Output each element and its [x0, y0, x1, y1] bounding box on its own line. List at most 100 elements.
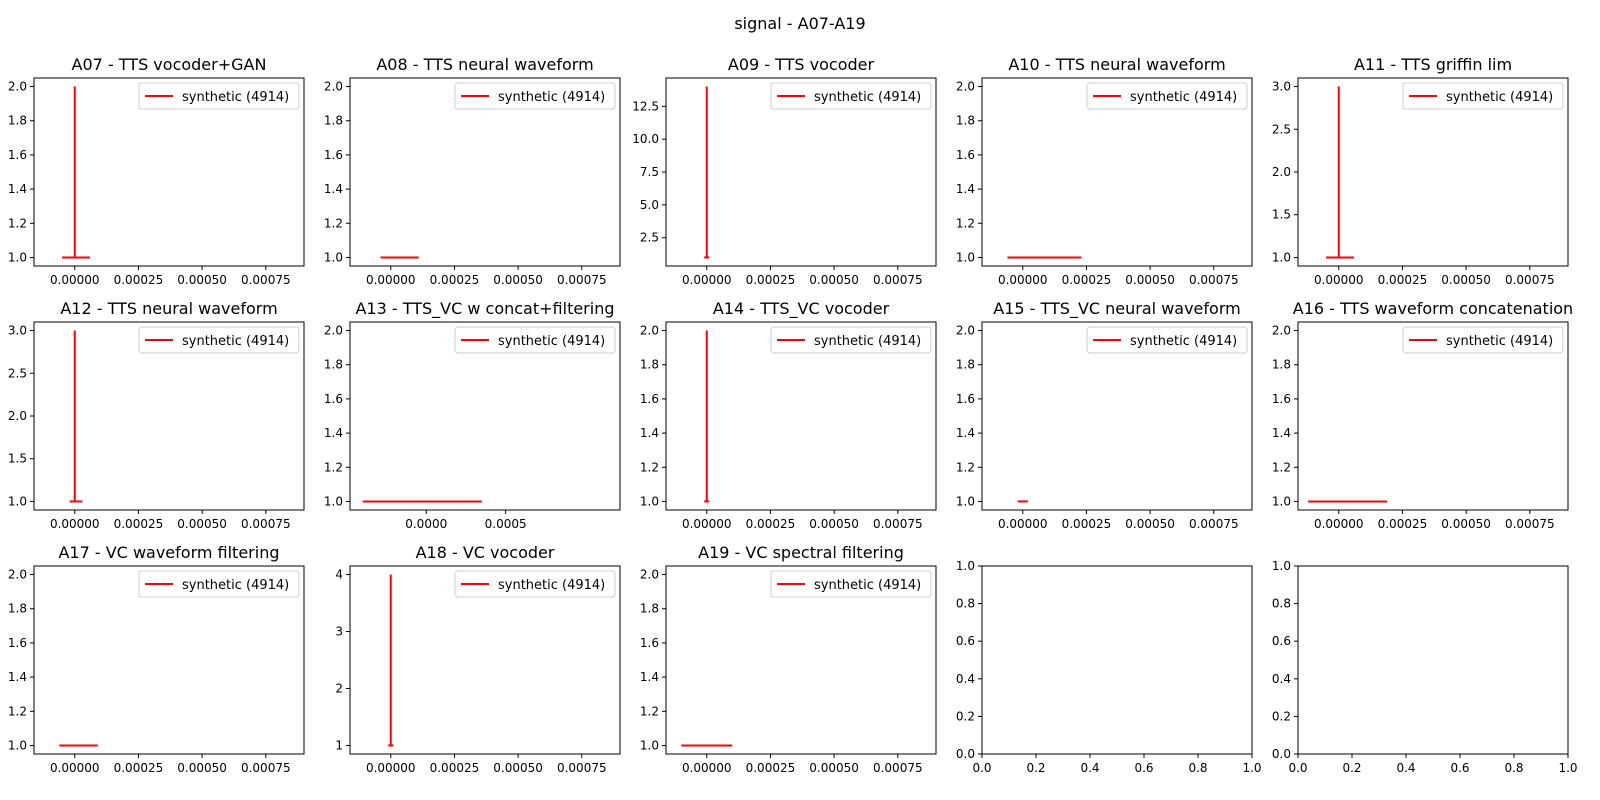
x-tick-label: 0.4 — [1396, 761, 1415, 775]
legend-label: synthetic (4914) — [498, 578, 605, 593]
subplot-10: A16 - TTS waveform concatenation 0.00000 0… — [1272, 299, 1573, 531]
legend: synthetic (4914) — [454, 82, 616, 110]
y-tick-label: 1.4 — [324, 182, 343, 196]
subplot-grid: A07 - TTS vocoder+GAN 0.00000 0.00025 0.000… — [8, 55, 1578, 775]
x-tick-label: 0.00075 — [241, 517, 291, 531]
y-tick-label: 2.5 — [1272, 122, 1291, 136]
x-tick-label: 0.00025 — [746, 761, 796, 775]
y-tick-label: 0.6 — [956, 634, 975, 648]
subplot-title: A12 - TTS neural waveform — [60, 299, 277, 318]
y-tick-label: 1 — [335, 738, 343, 752]
y-tick-label: 1.2 — [956, 216, 975, 230]
subplot-title: A18 - VC vocoder — [416, 543, 555, 562]
y-tick-label: 1.8 — [640, 602, 659, 616]
legend-box — [1086, 326, 1248, 354]
y-tick-label: 7.5 — [640, 165, 659, 179]
y-tick-label: 1.2 — [8, 704, 27, 718]
x-tick-label: 0.00075 — [873, 761, 923, 775]
x-tick-label: 0.00000 — [366, 761, 416, 775]
x-tick-label: 0.00075 — [1505, 517, 1555, 531]
legend: synthetic (4914) — [770, 326, 932, 354]
x-tick-label: 0.2 — [1342, 761, 1361, 775]
axes-frame — [981, 321, 1253, 511]
y-tick-label: 2.0 — [956, 324, 975, 338]
legend: synthetic (4914) — [1402, 326, 1564, 354]
y-tick-label: 2.0 — [1272, 165, 1291, 179]
subplot-title: A16 - TTS waveform concatenation — [1293, 299, 1573, 318]
x-tick-label: 0.00075 — [873, 273, 923, 287]
y-tick-label: 1.0 — [956, 494, 975, 508]
y-tick-label: 1.4 — [640, 426, 659, 440]
y-tick-label: 1.0 — [8, 494, 27, 508]
axes-frame — [665, 565, 937, 755]
y-tick-label: 2.0 — [640, 568, 659, 582]
axes-frame — [665, 321, 937, 511]
x-tick-label: 0.00025 — [114, 761, 164, 775]
x-tick-label: 0.00050 — [177, 273, 227, 287]
y-tick-label: 2.0 — [1272, 324, 1291, 338]
y-tick-label: 1.8 — [8, 114, 27, 128]
y-tick-label: 1.6 — [324, 148, 343, 162]
y-tick-label: 1.8 — [1272, 358, 1291, 372]
y-tick-label: 10.0 — [632, 132, 659, 146]
legend-box — [138, 82, 300, 110]
legend-box — [770, 570, 932, 598]
x-tick-label: 0.00075 — [1189, 517, 1239, 531]
x-tick-label: 0.00075 — [873, 517, 923, 531]
y-tick-label: 1.2 — [324, 216, 343, 230]
x-tick-label: 0.00025 — [114, 517, 164, 531]
legend-label: synthetic (4914) — [182, 90, 289, 105]
legend: synthetic (4914) — [770, 82, 932, 110]
y-tick-label: 1.4 — [8, 670, 27, 684]
subplot-title: A11 - TTS griffin lim — [1354, 55, 1512, 74]
x-tick-label: 0.00050 — [493, 761, 543, 775]
y-tick-label: 1.0 — [324, 494, 343, 508]
axes-frame — [1297, 77, 1569, 267]
x-tick-label: 0.00025 — [430, 761, 480, 775]
legend-box — [1086, 82, 1248, 110]
legend: synthetic (4914) — [770, 570, 932, 598]
subplot-title: A10 - TTS neural waveform — [1008, 55, 1225, 74]
legend: synthetic (4914) — [138, 82, 300, 110]
subplot-title: A17 - VC waveform filtering — [58, 543, 279, 562]
legend-box — [454, 82, 616, 110]
y-tick-label: 1.4 — [956, 182, 975, 196]
x-tick-label: 0.00000 — [50, 517, 100, 531]
y-tick-label: 1.8 — [324, 358, 343, 372]
x-tick-label: 0.00000 — [50, 761, 100, 775]
y-tick-label: 0.0 — [956, 747, 975, 761]
x-tick-label: 0.00025 — [746, 273, 796, 287]
legend-label: synthetic (4914) — [1130, 90, 1237, 105]
legend: synthetic (4914) — [1402, 82, 1564, 110]
subplot-6: A12 - TTS neural waveform 0.00000 0.00025 0… — [8, 299, 305, 531]
y-tick-label: 1.8 — [640, 358, 659, 372]
x-tick-label: 1.0 — [1242, 761, 1261, 775]
legend-label: synthetic (4914) — [182, 334, 289, 349]
x-tick-label: 0.0 — [1288, 761, 1307, 775]
x-tick-label: 0.00050 — [809, 273, 859, 287]
x-tick-label: 0.00075 — [1505, 273, 1555, 287]
x-tick-label: 0.4 — [1080, 761, 1099, 775]
y-tick-label: 0.6 — [1272, 634, 1291, 648]
legend-label: synthetic (4914) — [182, 578, 289, 593]
subplot-1: A07 - TTS vocoder+GAN 0.00000 0.00025 0.000… — [8, 55, 305, 287]
subplot-9: A15 - TTS_VC neural waveform 0.00000 0.000… — [956, 299, 1253, 531]
y-tick-label: 2 — [335, 681, 343, 695]
x-tick-label: 0.00050 — [809, 517, 859, 531]
y-tick-label: 2.5 — [640, 231, 659, 245]
y-tick-label: 1.8 — [324, 114, 343, 128]
x-tick-label: 1.0 — [1558, 761, 1577, 775]
x-tick-label: 0.00025 — [1062, 517, 1112, 531]
subplot-title: A08 - TTS neural waveform — [376, 55, 593, 74]
subplot-title: A15 - TTS_VC neural waveform — [993, 299, 1240, 319]
legend: synthetic (4914) — [1086, 326, 1248, 354]
y-tick-label: 3.0 — [1272, 80, 1291, 94]
legend-label: synthetic (4914) — [1130, 334, 1237, 349]
x-tick-label: 0.00000 — [682, 761, 732, 775]
x-tick-label: 0.00075 — [241, 761, 291, 775]
subplot-title: A19 - VC spectral filtering — [698, 543, 904, 562]
legend-label: synthetic (4914) — [1446, 90, 1553, 105]
x-tick-label: 0.0 — [972, 761, 991, 775]
